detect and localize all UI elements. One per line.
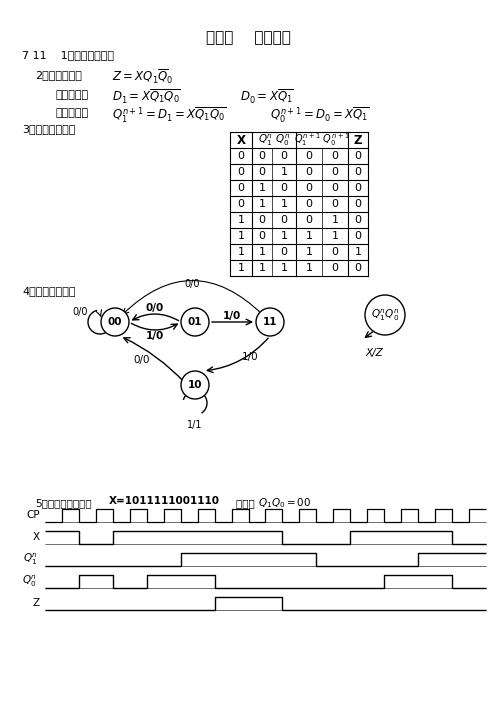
- Text: X/Z: X/Z: [365, 348, 383, 358]
- Text: 0/0: 0/0: [72, 307, 88, 317]
- Text: Z: Z: [354, 133, 362, 147]
- Text: 0: 0: [355, 183, 362, 193]
- Text: 0: 0: [258, 231, 265, 241]
- Text: 1: 1: [306, 231, 312, 241]
- Text: 4、状态转换图：: 4、状态转换图：: [22, 286, 75, 296]
- Text: 11: 11: [263, 317, 277, 327]
- Text: 0: 0: [355, 151, 362, 161]
- Text: 0: 0: [331, 199, 338, 209]
- Text: 驱动方程：: 驱动方程：: [55, 90, 88, 100]
- Text: 1: 1: [331, 215, 338, 225]
- Text: 0: 0: [355, 215, 362, 225]
- Text: 0: 0: [306, 183, 312, 193]
- Text: $Q_1^nQ_0^n$: $Q_1^nQ_0^n$: [371, 307, 399, 323]
- Text: 0: 0: [281, 247, 288, 257]
- Text: X: X: [33, 532, 40, 542]
- Circle shape: [101, 308, 129, 336]
- Text: 01: 01: [188, 317, 202, 327]
- Text: 0: 0: [331, 167, 338, 177]
- Text: 1/0: 1/0: [223, 311, 241, 321]
- Text: 0: 0: [355, 167, 362, 177]
- Text: CP: CP: [26, 510, 40, 520]
- Text: X=1011111001110: X=1011111001110: [109, 496, 220, 506]
- Text: 1: 1: [281, 263, 288, 273]
- Text: $Q_1^{n+1} \ Q_0^{n+1}$: $Q_1^{n+1} \ Q_0^{n+1}$: [294, 131, 350, 148]
- Text: Z: Z: [33, 598, 40, 608]
- Text: 1: 1: [238, 215, 245, 225]
- Text: $Q_1^n$: $Q_1^n$: [23, 551, 38, 567]
- Text: $Z = XQ_1\overline{Q}_0$: $Z = XQ_1\overline{Q}_0$: [112, 68, 174, 86]
- Text: 3、状态转换表：: 3、状态转换表：: [22, 124, 75, 134]
- Text: 0: 0: [306, 151, 312, 161]
- Text: $Q_0^{n+1} = D_0 = X\overline{Q_1}$: $Q_0^{n+1} = D_0 = X\overline{Q_1}$: [270, 106, 370, 126]
- Text: 0: 0: [331, 183, 338, 193]
- Text: 0/0: 0/0: [146, 303, 164, 313]
- Text: 0: 0: [258, 151, 265, 161]
- Text: 初始：: 初始：: [210, 498, 255, 508]
- Text: 1: 1: [238, 247, 245, 257]
- Text: 0: 0: [331, 151, 338, 161]
- Text: 0: 0: [281, 151, 288, 161]
- Text: 5、时序图：已知：: 5、时序图：已知：: [35, 498, 92, 508]
- Text: 0: 0: [306, 215, 312, 225]
- Text: 0: 0: [306, 199, 312, 209]
- Text: 状态方程：: 状态方程：: [55, 108, 88, 118]
- Circle shape: [256, 308, 284, 336]
- Text: 0: 0: [258, 167, 265, 177]
- Text: 1: 1: [258, 199, 265, 209]
- Circle shape: [181, 371, 209, 399]
- Text: 0: 0: [331, 247, 338, 257]
- Text: 0: 0: [281, 183, 288, 193]
- Text: 0: 0: [355, 199, 362, 209]
- Text: 0/0: 0/0: [134, 355, 150, 365]
- Text: 1/0: 1/0: [146, 331, 164, 341]
- Text: 1: 1: [281, 199, 288, 209]
- Text: $Q_1^n \ Q_0^n$: $Q_1^n \ Q_0^n$: [258, 132, 290, 147]
- Text: 0: 0: [238, 167, 245, 177]
- Text: 0: 0: [281, 215, 288, 225]
- Text: 1: 1: [258, 183, 265, 193]
- Text: 0: 0: [355, 263, 362, 273]
- Text: 第七章    习题答案: 第七章 习题答案: [205, 30, 291, 45]
- Text: $Q_1Q_0 = 00$: $Q_1Q_0 = 00$: [258, 496, 311, 510]
- Text: 1: 1: [331, 231, 338, 241]
- Text: $Q_0^n$: $Q_0^n$: [22, 574, 37, 589]
- Text: 0/0: 0/0: [184, 279, 200, 289]
- Text: 1: 1: [258, 247, 265, 257]
- Circle shape: [365, 295, 405, 335]
- Text: 2、输出方程：: 2、输出方程：: [35, 70, 82, 80]
- Text: 0: 0: [355, 231, 362, 241]
- Text: 0: 0: [238, 183, 245, 193]
- Text: 0: 0: [306, 167, 312, 177]
- Text: 00: 00: [108, 317, 122, 327]
- Text: 7 11    1、米里型状态机: 7 11 1、米里型状态机: [22, 50, 114, 60]
- Text: X: X: [237, 133, 246, 147]
- Text: 1: 1: [306, 247, 312, 257]
- Text: $Q_1^{n+1} = D_1 = X\overline{Q_1}\overline{Q_0}$: $Q_1^{n+1} = D_1 = X\overline{Q_1}\overl…: [112, 106, 226, 126]
- Text: 1: 1: [355, 247, 362, 257]
- Text: 10: 10: [188, 380, 202, 390]
- Text: 0: 0: [238, 151, 245, 161]
- Text: 1/0: 1/0: [242, 352, 258, 362]
- Text: 1: 1: [281, 167, 288, 177]
- Text: 1: 1: [238, 231, 245, 241]
- Text: 1: 1: [281, 231, 288, 241]
- Text: 0: 0: [238, 199, 245, 209]
- Text: 1: 1: [238, 263, 245, 273]
- Text: 1/1: 1/1: [187, 420, 203, 430]
- Text: 1: 1: [258, 263, 265, 273]
- Text: 1: 1: [306, 263, 312, 273]
- Text: $D_1 = X\overline{Q_1}\overline{Q_0}$: $D_1 = X\overline{Q_1}\overline{Q_0}$: [112, 88, 181, 106]
- Circle shape: [181, 308, 209, 336]
- Text: 0: 0: [331, 263, 338, 273]
- Text: $D_0 = X\overline{Q_1}$: $D_0 = X\overline{Q_1}$: [240, 88, 294, 106]
- Text: 0: 0: [258, 215, 265, 225]
